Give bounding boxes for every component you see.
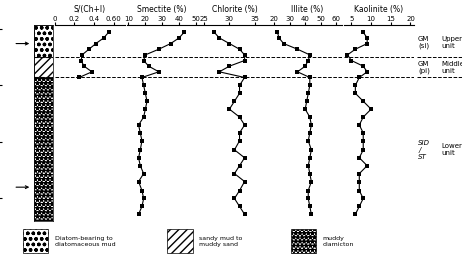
Text: Middle
unit: Middle unit — [441, 61, 462, 74]
Text: muddy
diamicton: muddy diamicton — [322, 236, 354, 247]
Text: Upper
unit: Upper unit — [441, 36, 462, 49]
Title: Chlorite (%): Chlorite (%) — [212, 5, 257, 14]
Bar — [23, 229, 48, 253]
Bar — [34, 77, 53, 221]
Title: Kaolinite (%): Kaolinite (%) — [354, 5, 403, 14]
Title: Smectite (%): Smectite (%) — [138, 5, 187, 14]
Bar — [34, 25, 53, 57]
Bar — [291, 229, 316, 253]
Title: Illite (%): Illite (%) — [291, 5, 323, 14]
Text: sandy mud to
muddy sand: sandy mud to muddy sand — [199, 236, 243, 247]
Text: Lower
unit: Lower unit — [441, 143, 462, 156]
Text: GM
(pi): GM (pi) — [418, 61, 430, 74]
Title: S/(Ch+I): S/(Ch+I) — [74, 5, 106, 14]
Text: Diatom-bearing to
diatomaceous mud: Diatom-bearing to diatomaceous mud — [55, 236, 115, 247]
Bar — [167, 229, 193, 253]
Text: SID
/
ST: SID / ST — [418, 140, 430, 160]
Bar — [34, 57, 53, 77]
Text: GM
(si): GM (si) — [418, 36, 430, 49]
